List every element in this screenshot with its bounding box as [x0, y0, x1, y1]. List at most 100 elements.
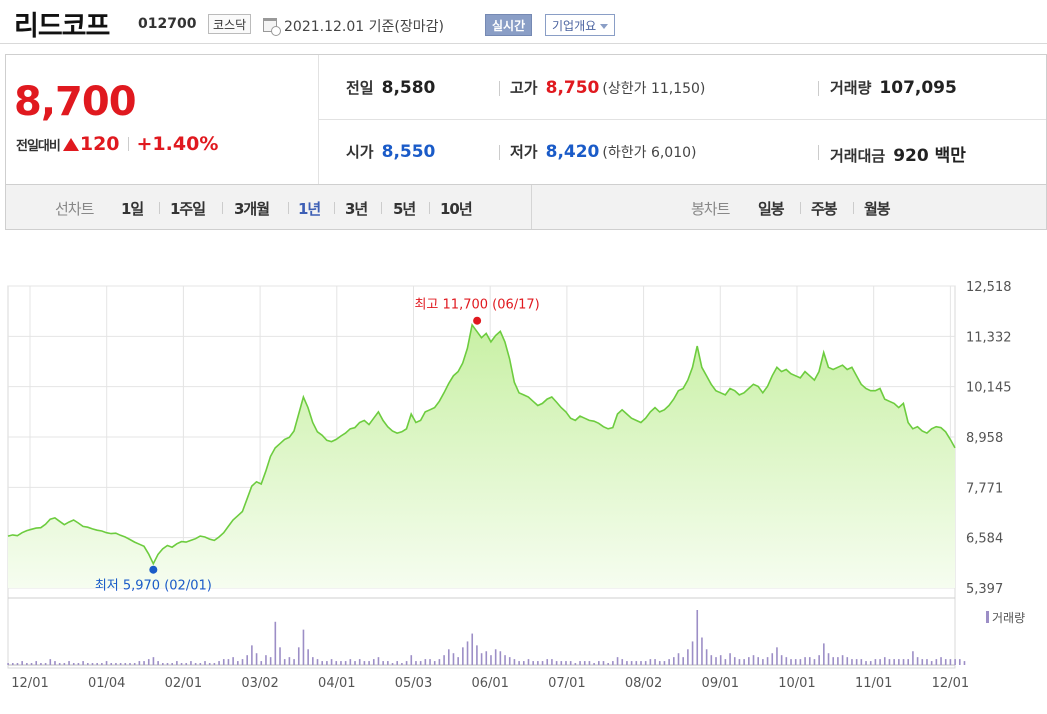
volume-bar	[237, 661, 239, 665]
divider	[159, 202, 160, 214]
volume-bar	[522, 661, 525, 665]
volume-bar	[879, 659, 881, 665]
x-tick-label: 04/01	[318, 676, 355, 691]
y-tick-label: 11,332	[966, 330, 1012, 345]
period-1d[interactable]: 1일	[121, 200, 144, 218]
volume-label: 거래량	[830, 79, 872, 97]
period-10y[interactable]: 10년	[440, 200, 473, 218]
nav-divider	[531, 185, 532, 229]
volume-bar	[602, 661, 605, 665]
change-value: 120	[79, 133, 120, 155]
x-tick-label: 03/02	[241, 676, 278, 691]
candle-daily[interactable]: 일봉	[758, 200, 785, 218]
x-tick-label: 05/03	[395, 676, 432, 691]
volume-bar	[916, 657, 919, 665]
volume-bar	[21, 661, 23, 665]
volume-bar	[621, 659, 624, 665]
volume-bar	[72, 663, 75, 665]
period-3y[interactable]: 3년	[345, 200, 368, 218]
volume-bar	[710, 655, 713, 665]
volume-bar	[593, 663, 595, 665]
divider	[499, 145, 500, 160]
lower-limit: (하한가 6,010)	[602, 145, 697, 161]
volume-bar	[115, 663, 117, 665]
volume-bar	[476, 645, 478, 665]
volume-bar	[963, 661, 966, 665]
y-tick-label: 8,958	[966, 431, 1003, 446]
up-triangle-icon	[62, 138, 79, 151]
current-price: 8,700	[14, 79, 137, 125]
volume-bar	[799, 659, 802, 665]
period-5y[interactable]: 5년	[393, 200, 416, 218]
company-overview-button[interactable]: 기업개요	[545, 14, 616, 36]
volume-bar	[77, 663, 80, 665]
low-label: 저가	[510, 143, 538, 161]
volume-bar	[274, 621, 277, 665]
volume-bar	[668, 659, 670, 665]
volume-bar	[837, 657, 839, 665]
volume-bar	[288, 657, 291, 665]
volume-bar	[579, 661, 581, 665]
volume-bar	[926, 659, 928, 665]
volume-bar	[49, 659, 52, 665]
volume-bar	[583, 661, 586, 665]
volume-bar	[823, 643, 825, 665]
market-badge: 코스닥	[208, 14, 252, 34]
amount-label: 거래대금	[830, 147, 886, 165]
volume-bar	[677, 653, 680, 665]
low-price: 저가 8,420 (하한가 6,010)	[510, 141, 696, 162]
divider	[853, 202, 854, 214]
realtime-button[interactable]: 실시간	[485, 14, 533, 36]
candle-chart-label: 봉차트	[691, 200, 730, 218]
volume-bar	[147, 659, 150, 665]
volume-bar	[335, 661, 338, 665]
period-1y[interactable]: 1년	[298, 200, 321, 218]
volume-bar	[349, 659, 352, 665]
change-row: 전일대비 120 +1.40%	[16, 133, 218, 155]
volume-bar	[269, 657, 272, 665]
volume-bar	[368, 661, 370, 665]
volume-bar	[232, 657, 234, 665]
volume-bar	[429, 659, 431, 665]
prev-close-label: 전일	[346, 79, 374, 97]
x-tick-label: 06/01	[471, 676, 508, 691]
volume-bar	[260, 661, 263, 665]
volume: 거래량 107,095	[830, 77, 957, 98]
stock-header: 리드코프 012700 코스닥 2021.12.01 기준(장마감) 실시간 기…	[0, 0, 1047, 44]
high-value: 8,750	[545, 78, 600, 98]
volume-bar	[471, 633, 474, 665]
x-tick-label: 07/01	[548, 676, 585, 691]
volume-bar	[190, 661, 192, 665]
volume-bar	[265, 655, 267, 665]
volume-bar	[607, 663, 609, 665]
divider	[222, 202, 223, 214]
volume-bar	[433, 661, 436, 665]
volume-bar	[255, 653, 258, 665]
price-chart[interactable]: 12/01 01/04 02/01 03/02 04/01 05/03 06/01 07/01…	[0, 270, 1047, 714]
volume-bar	[180, 663, 183, 665]
volume-bar	[898, 659, 900, 665]
volume-bar	[443, 655, 445, 665]
volume-bar	[780, 655, 783, 665]
x-tick-label: 11/01	[855, 676, 892, 691]
volume-bar	[569, 661, 572, 665]
volume-bar	[157, 661, 159, 665]
volume-value: 107,095	[879, 78, 957, 98]
period-1w[interactable]: 1주일	[170, 200, 206, 218]
volume-bar	[855, 659, 858, 665]
volume-bar	[598, 661, 600, 665]
high-annotation: 최고 11,700 (06/17)	[414, 298, 539, 313]
volume-bar	[30, 663, 33, 665]
volume-bar	[391, 663, 394, 665]
volume-bar	[832, 657, 835, 665]
candle-weekly[interactable]: 주봉	[811, 200, 838, 218]
period-3m[interactable]: 3개월	[234, 200, 270, 218]
volume-bar	[279, 647, 281, 665]
volume-bar	[401, 663, 403, 665]
candle-monthly[interactable]: 월봉	[864, 200, 891, 218]
volume-bar	[574, 663, 577, 665]
y-tick-label: 6,584	[966, 532, 1003, 547]
change-percent: +1.40%	[136, 133, 219, 155]
divider	[499, 81, 500, 96]
volume-bar	[321, 661, 324, 665]
